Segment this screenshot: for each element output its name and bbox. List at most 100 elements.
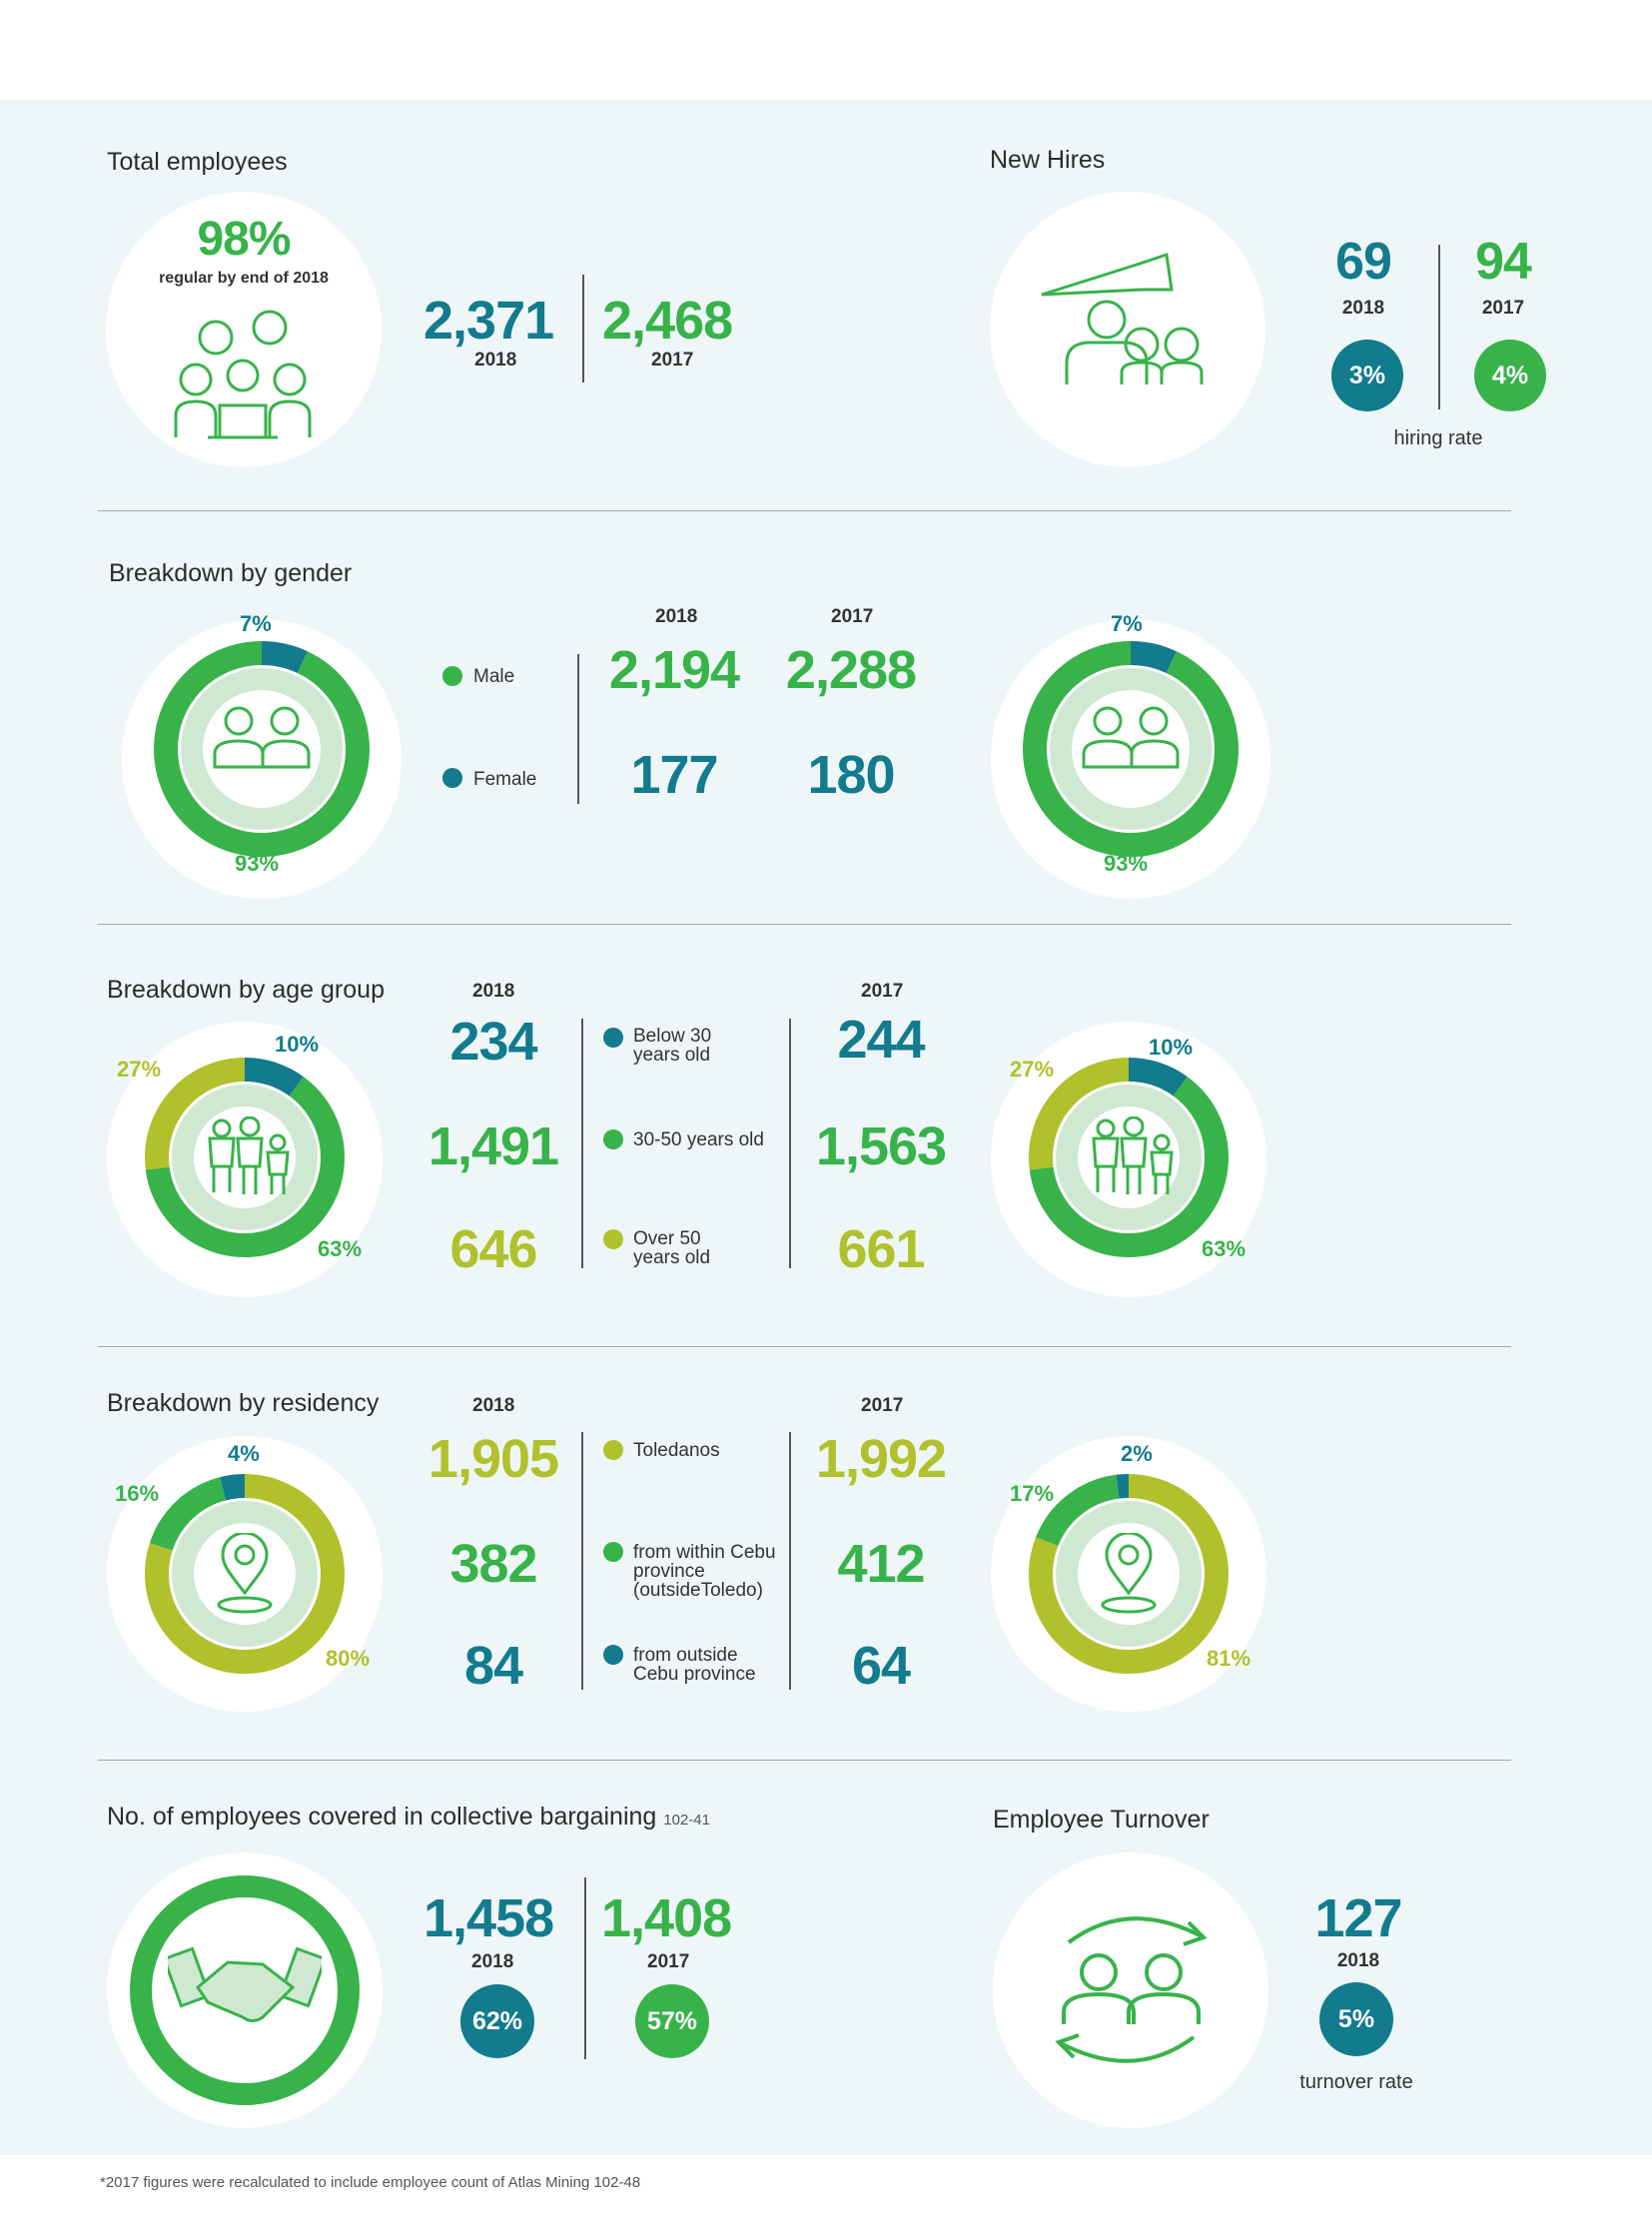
donut-inner-ring: [1050, 668, 1212, 830]
footnote: *2017 figures were recalculated to inclu…: [100, 2174, 641, 2191]
mid-2018-value: 1,491: [427, 1116, 559, 1176]
female-slice: [261, 641, 308, 674]
bargaining-2018-value: 1,458: [423, 1888, 554, 1948]
hiring-rate-2018-badge: 3%: [1331, 340, 1403, 411]
section-divider: [98, 924, 1511, 925]
bargaining-2017-value: 1,408: [601, 1888, 732, 1948]
handshake-icon: [168, 1946, 322, 2022]
male-pct-2017: 93%: [1104, 851, 1149, 876]
regular-note: regular by end of 2018: [159, 270, 329, 287]
female-2018-value: 177: [630, 745, 718, 805]
male-slice: [1023, 641, 1239, 857]
male-female-icon: [1082, 706, 1180, 769]
within-slice: [149, 1477, 227, 1551]
toledanos-slice: [1029, 1474, 1229, 1674]
outside-pct-2017: 2%: [1121, 1441, 1153, 1466]
toledanos-pct-2018: 80%: [326, 1646, 371, 1671]
toledanos-label: Toledanos: [633, 1440, 720, 1461]
turnover-circle: [993, 1852, 1268, 2128]
hiring-rate-label: hiring rate: [1393, 427, 1483, 449]
regular-pct: 98%: [197, 213, 291, 266]
divider: [582, 275, 584, 382]
mid-pct-2018: 63%: [318, 1236, 363, 1261]
male-female-icon: [213, 706, 311, 769]
divider: [584, 1877, 586, 2059]
bargaining-2017-pct-badge: 57%: [635, 1984, 709, 2058]
outside-slice: [220, 1474, 246, 1501]
gender-2017-donut: [1023, 641, 1239, 857]
over50-label: Over 50 years old: [633, 1228, 711, 1268]
residency-2018-donut: [145, 1474, 345, 1674]
female-label: Female: [473, 769, 537, 790]
turnover-2018-label: 2018: [1336, 1950, 1380, 1971]
male-slice: [154, 641, 370, 857]
male-2017-value: 2,288: [785, 640, 917, 700]
residency-2017-donut: [1029, 1474, 1229, 1674]
over50-legend-dot: [603, 1229, 623, 1249]
within-slice: [1036, 1474, 1120, 1547]
total-2018-value: 2,371: [423, 291, 554, 351]
male-label: Male: [473, 666, 515, 687]
over50-slice: [145, 1058, 246, 1170]
gender-year-2017: 2017: [831, 606, 874, 627]
hires-2017-value: 94: [1475, 233, 1532, 291]
location-pin-icon: [217, 1533, 273, 1614]
total-employees-title: Total employees: [107, 148, 288, 176]
divider: [789, 1019, 791, 1268]
turnover-title: Employee Turnover: [993, 1806, 1210, 1834]
bargaining-2018-pct-badge: 62%: [460, 1984, 534, 2058]
new-hires-circle: [990, 192, 1265, 467]
mid-pct-2017: 63%: [1202, 1236, 1246, 1261]
mid-legend-dot: [603, 1129, 623, 1149]
hires-2018-value: 69: [1335, 233, 1392, 291]
mid-label: 30-50 years old: [633, 1129, 764, 1150]
within-legend-dot: [603, 1542, 623, 1562]
below30-2018-value: 234: [449, 1012, 537, 1072]
age-year-2017: 2017: [861, 981, 904, 1002]
family-icon: [1092, 1116, 1174, 1194]
male-2018-value: 2,194: [608, 640, 740, 700]
mid-slice: [1029, 1077, 1229, 1257]
male-pct-2018: 93%: [235, 851, 280, 876]
toledanos-2018-value: 1,905: [427, 1429, 559, 1489]
divider: [581, 1432, 583, 1690]
divider: [577, 654, 579, 804]
below30-slice: [1128, 1058, 1188, 1097]
within-2017-value: 412: [837, 1534, 925, 1594]
within-label: from within Cebu province (outsideToledo…: [633, 1542, 776, 1601]
gender-title: Breakdown by gender: [109, 559, 353, 587]
divider: [1438, 245, 1440, 409]
below30-slice: [244, 1058, 304, 1097]
outside-2017-value: 64: [851, 1636, 911, 1696]
bargaining-ref: 102-41: [663, 1812, 710, 1829]
over50-pct-2018: 27%: [117, 1057, 162, 1082]
below30-legend-dot: [603, 1028, 623, 1048]
male-legend-dot: [442, 666, 462, 686]
bargaining-title-text: No. of employees covered in collective b…: [107, 1803, 657, 1831]
turnover-rate-label: turnover rate: [1299, 2071, 1413, 2093]
new-hires-title: New Hires: [990, 146, 1106, 174]
turnover-2018-value: 127: [1314, 1888, 1402, 1948]
within-pct-2017: 17%: [1010, 1481, 1055, 1506]
gender-year-2018: 2018: [655, 606, 698, 627]
divider: [789, 1432, 791, 1690]
turnover-icon: [1055, 1916, 1208, 2063]
section-divider: [98, 510, 1511, 511]
bargaining-ring: [130, 1875, 360, 2105]
below30-label: Below 30 years old: [633, 1026, 712, 1066]
toledanos-2017-value: 1,992: [815, 1429, 947, 1489]
bargaining-2018-label: 2018: [471, 1951, 514, 1972]
age-title: Breakdown by age group: [107, 976, 385, 1004]
section-divider: [98, 1760, 1511, 1761]
within-pct-2018: 16%: [115, 1481, 160, 1506]
donut-inner-ring: [172, 1085, 318, 1230]
section-divider: [98, 1346, 1511, 1347]
hires-2017-label: 2017: [1481, 298, 1525, 319]
toledanos-slice: [145, 1474, 345, 1674]
turnover-rate-badge: 5%: [1319, 1982, 1393, 2056]
donut-inner-ring: [1056, 1501, 1202, 1647]
female-pct-2017: 7%: [1111, 611, 1143, 636]
age-year-2018: 2018: [472, 981, 515, 1002]
age-2018-donut: [145, 1058, 345, 1257]
bargaining-title: No. of employees covered in collective b…: [107, 1803, 710, 1832]
